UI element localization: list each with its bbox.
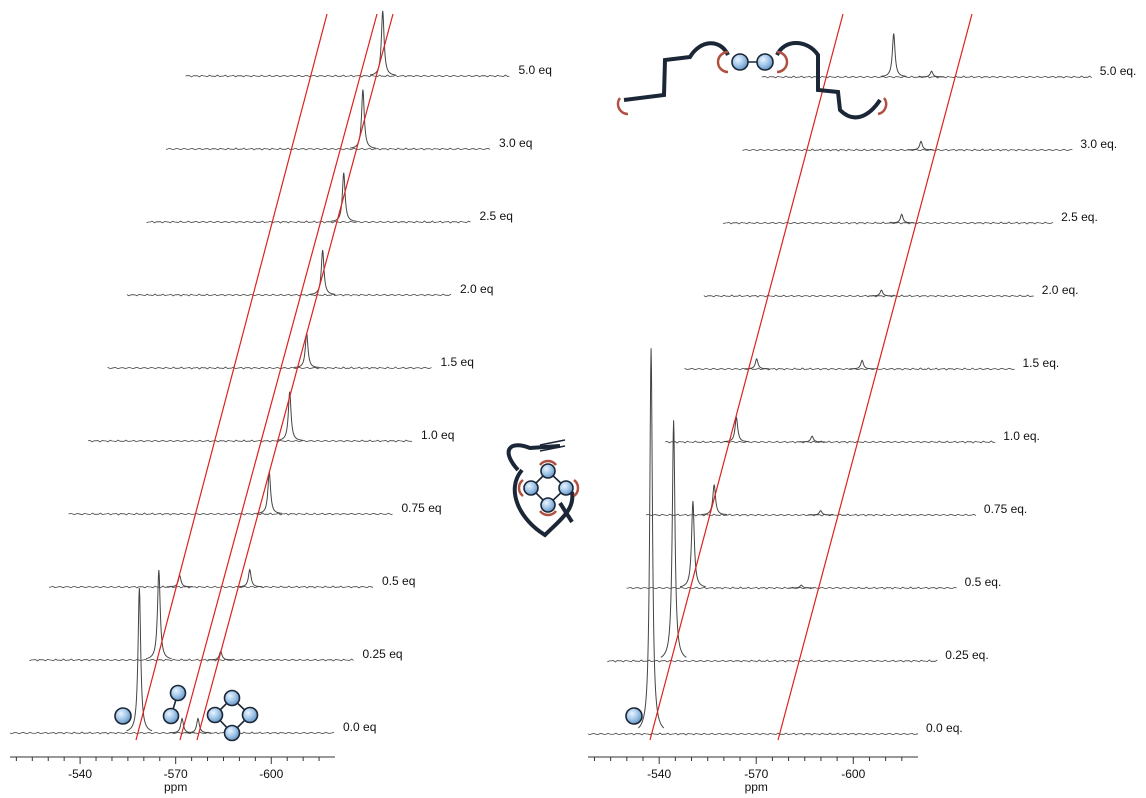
peak [350, 89, 376, 149]
guide-lines [135, 13, 973, 741]
peak [309, 249, 336, 295]
x-tick-label: -600 [841, 767, 865, 781]
trace-label: 3.0 eq [499, 136, 532, 150]
trace-label: 5.0 eq [519, 63, 552, 77]
panels: -540 -570 -600 ppm 0.0 eq 0.25 eq 0.5 eq 0.75 e… [9, 10, 1137, 794]
peak [723, 415, 750, 443]
guide-line [777, 13, 973, 741]
peak [660, 420, 687, 658]
trace-label: 0.5 eq. [965, 575, 1002, 589]
trace-label: 2.0 eq [460, 282, 493, 296]
x-tick-label: -570 [744, 767, 768, 781]
baseline [126, 293, 452, 297]
peak [276, 391, 303, 441]
peak [880, 33, 907, 77]
baseline [665, 440, 996, 444]
trace-label: 0.75 eq [402, 501, 442, 515]
baseline [742, 148, 1073, 152]
x-tick-label: -600 [259, 767, 283, 781]
peak [185, 717, 211, 734]
dimer-icon [162, 684, 187, 725]
peak [701, 484, 727, 516]
peak [807, 510, 834, 516]
peak [743, 357, 770, 370]
peak [293, 333, 320, 368]
peak [330, 172, 357, 222]
monomer-icon [114, 707, 132, 725]
x-axis-label: ppm [164, 780, 187, 794]
complex-icon [506, 439, 580, 538]
trace-label: 1.5 eq. [1023, 356, 1060, 370]
trace-label: 0.0 eq. [926, 721, 963, 735]
peak [849, 359, 875, 370]
guide-line [135, 13, 328, 741]
peak [637, 348, 665, 729]
peak [126, 587, 153, 732]
trace-label: 0.25 eq [363, 647, 403, 661]
baseline [107, 366, 432, 370]
peak [166, 574, 193, 588]
peak [236, 568, 263, 588]
peak [680, 500, 706, 588]
guide-line [179, 13, 378, 741]
trace-label: 2.5 eq [480, 209, 513, 223]
baseline [29, 658, 354, 662]
baseline [722, 221, 1054, 225]
baseline [48, 585, 374, 589]
baseline [146, 220, 471, 224]
trace-label: 0.5 eq [382, 574, 415, 588]
baseline [87, 439, 413, 443]
x-tick-label: -540 [68, 767, 92, 781]
trace-label: 3.0 eq. [1080, 137, 1117, 151]
peak [888, 213, 915, 224]
trace-label: 1.0 eq. [1003, 429, 1040, 443]
baseline [185, 74, 510, 78]
x-axis-label: ppm [745, 780, 768, 794]
baseline [587, 732, 919, 736]
icons [114, 41, 888, 742]
trace-label: 2.5 eq. [1061, 210, 1098, 224]
guide-line [649, 13, 844, 741]
peak [788, 584, 815, 589]
baseline [68, 512, 393, 516]
trace-label: 2.0 eq. [1042, 283, 1079, 297]
x-tick-label: -540 [647, 767, 671, 781]
peak [369, 10, 396, 76]
peak [908, 140, 934, 151]
guide-line [196, 13, 394, 741]
baseline [165, 147, 491, 151]
peak [918, 70, 945, 78]
peak [799, 435, 825, 443]
strand-icon [616, 41, 888, 120]
trace-label: 0.25 eq. [945, 648, 988, 662]
trace-label: 0.0 eq [343, 720, 376, 734]
peak [145, 570, 172, 660]
peak [868, 289, 895, 297]
trace-label: 1.5 eq [441, 355, 474, 369]
trace-label: 1.0 eq [421, 428, 454, 442]
trace-label: 0.75 eq. [984, 502, 1027, 516]
baseline [607, 659, 938, 663]
monomer-icon [625, 707, 643, 725]
x-tick-label: -570 [164, 767, 188, 781]
trace-label: 5.0 eq. [1100, 64, 1137, 78]
tetramer-icon [206, 689, 259, 742]
